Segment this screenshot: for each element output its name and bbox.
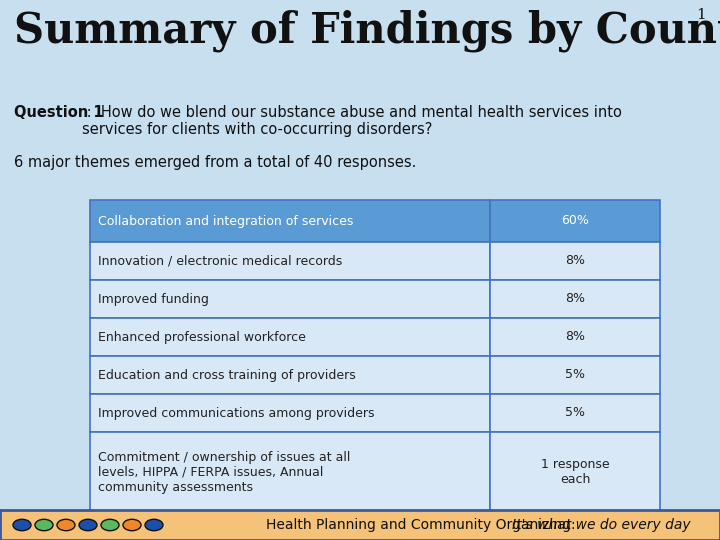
Text: 8%: 8% (565, 293, 585, 306)
Text: It's what we do every day: It's what we do every day (511, 518, 690, 532)
Text: :  How do we blend our substance abuse and mental health services into
services : : How do we blend our substance abuse an… (82, 105, 622, 137)
Ellipse shape (35, 519, 53, 531)
Text: 60%: 60% (561, 214, 589, 227)
FancyBboxPatch shape (0, 510, 720, 540)
Text: Collaboration and integration of services: Collaboration and integration of service… (98, 214, 354, 227)
FancyBboxPatch shape (490, 242, 660, 280)
Text: 8%: 8% (565, 330, 585, 343)
Text: 6 major themes emerged from a total of 40 responses.: 6 major themes emerged from a total of 4… (14, 155, 416, 170)
FancyBboxPatch shape (90, 356, 490, 394)
Ellipse shape (101, 519, 119, 531)
FancyBboxPatch shape (90, 432, 490, 512)
Text: Improved funding: Improved funding (98, 293, 209, 306)
FancyBboxPatch shape (90, 280, 490, 318)
Text: 8%: 8% (565, 254, 585, 267)
FancyBboxPatch shape (490, 356, 660, 394)
Ellipse shape (123, 519, 141, 531)
Text: Improved communications among providers: Improved communications among providers (98, 407, 374, 420)
Text: Question 1: Question 1 (14, 105, 104, 120)
FancyBboxPatch shape (490, 280, 660, 318)
Ellipse shape (79, 519, 97, 531)
FancyBboxPatch shape (490, 200, 660, 242)
Text: Innovation / electronic medical records: Innovation / electronic medical records (98, 254, 342, 267)
Text: 1 response
each: 1 response each (541, 458, 609, 486)
Text: Commitment / ownership of issues at all
levels, HIPPA / FERPA issues, Annual
com: Commitment / ownership of issues at all … (98, 450, 351, 494)
Ellipse shape (57, 519, 75, 531)
FancyBboxPatch shape (90, 394, 490, 432)
Text: 5%: 5% (565, 407, 585, 420)
Ellipse shape (13, 519, 31, 531)
FancyBboxPatch shape (90, 318, 490, 356)
FancyBboxPatch shape (90, 200, 490, 242)
Ellipse shape (145, 519, 163, 531)
FancyBboxPatch shape (490, 432, 660, 512)
Text: Education and cross training of providers: Education and cross training of provider… (98, 368, 356, 381)
FancyBboxPatch shape (490, 394, 660, 432)
FancyBboxPatch shape (90, 242, 490, 280)
Text: 1: 1 (696, 8, 706, 22)
Text: 5%: 5% (565, 368, 585, 381)
Text: Enhanced professional workforce: Enhanced professional workforce (98, 330, 306, 343)
Text: Health Planning and Community Organizing:: Health Planning and Community Organizing… (266, 518, 585, 532)
Text: Summary of Findings by County- Nassau: Summary of Findings by County- Nassau (14, 10, 720, 52)
FancyBboxPatch shape (490, 318, 660, 356)
